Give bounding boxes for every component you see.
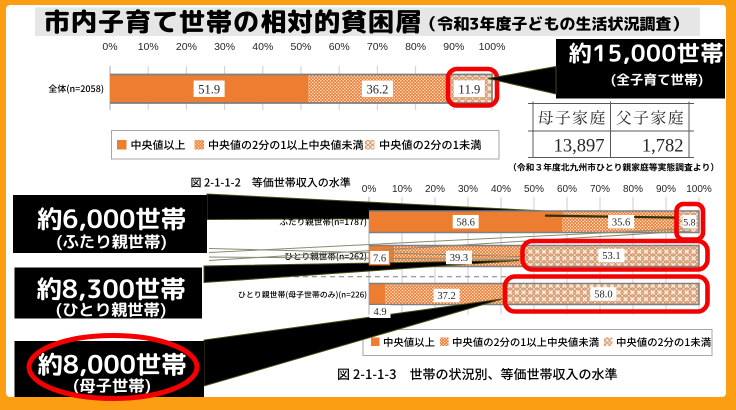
svg-text:13,897: 13,897 <box>554 137 605 157</box>
svg-text:80%: 80% <box>405 41 426 53</box>
svg-text:58.0: 58.0 <box>594 290 612 301</box>
svg-text:50%: 50% <box>290 41 311 53</box>
svg-text:10%: 10% <box>392 184 412 195</box>
svg-text:60%: 60% <box>557 184 577 195</box>
svg-text:80%: 80% <box>623 184 643 195</box>
svg-text:0%: 0% <box>362 184 377 195</box>
svg-text:58.6: 58.6 <box>457 217 475 228</box>
svg-text:70%: 70% <box>590 184 610 195</box>
svg-text:90%: 90% <box>656 184 676 195</box>
svg-text:20%: 20% <box>425 184 445 195</box>
svg-text:35.6: 35.6 <box>612 217 630 228</box>
svg-text:100%: 100% <box>686 184 712 195</box>
svg-text:0%: 0% <box>102 41 117 53</box>
svg-text:11.9: 11.9 <box>458 83 480 97</box>
svg-text:30%: 30% <box>214 41 235 53</box>
svg-text:100%: 100% <box>479 41 506 53</box>
svg-text:51.9: 51.9 <box>198 83 220 97</box>
svg-text:70%: 70% <box>367 41 388 53</box>
svg-text:1,782: 1,782 <box>642 137 684 157</box>
svg-text:40%: 40% <box>252 41 273 53</box>
svg-text:60%: 60% <box>329 41 350 53</box>
svg-text:36.2: 36.2 <box>366 83 388 97</box>
svg-text:7.6: 7.6 <box>373 254 386 265</box>
svg-text:30%: 30% <box>458 184 478 195</box>
svg-text:39.3: 39.3 <box>450 253 468 264</box>
svg-text:5.8: 5.8 <box>683 217 695 228</box>
svg-text:90%: 90% <box>443 41 464 53</box>
svg-text:37.2: 37.2 <box>437 291 455 302</box>
svg-text:4.9: 4.9 <box>373 307 386 318</box>
svg-text:53.1: 53.1 <box>602 251 620 262</box>
svg-text:20%: 20% <box>176 41 197 53</box>
svg-text:40%: 40% <box>491 184 511 195</box>
svg-text:50%: 50% <box>524 184 544 195</box>
svg-text:10%: 10% <box>138 41 159 53</box>
